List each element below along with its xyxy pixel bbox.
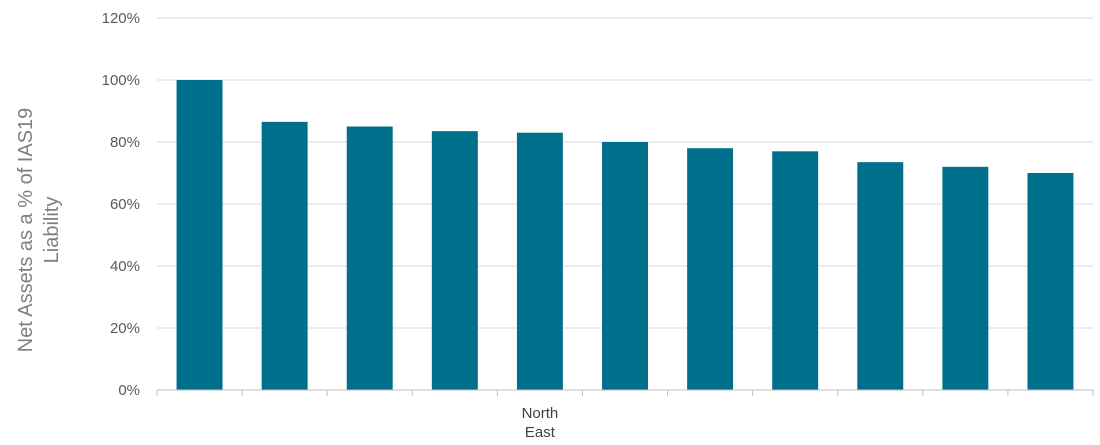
x-axis [156,389,1094,396]
y-axis-title-line-1: Net Assets as a % of IAS19 [15,108,37,353]
y-tick-label: 0% [118,382,140,399]
bars [176,80,1074,390]
bar [431,131,478,390]
y-axis-tick-labels: 0% 20% 40% 60% 80% 100% 120% [102,10,140,399]
bar [261,121,308,390]
y-axis-title: Net Assets as a % of IAS19 Liability [15,108,63,353]
y-tick-label: 100% [102,72,140,89]
x-category-label: North East [522,405,559,441]
bar [772,151,819,390]
y-tick-label: 120% [102,10,140,27]
bar [346,126,393,390]
x-axis-category-labels: North East [522,405,559,441]
y-tick-label: 60% [110,196,140,213]
y-axis-title-line-2: Liability [41,197,63,264]
y-tick-label: 20% [110,320,140,337]
y-tick-label: 40% [110,258,140,275]
bar [857,162,904,390]
bar [942,166,989,390]
bar [602,142,648,390]
bar [516,132,563,390]
y-tick-label: 80% [110,134,140,151]
bar [176,80,223,390]
bar [1027,173,1074,390]
bar [687,148,734,390]
